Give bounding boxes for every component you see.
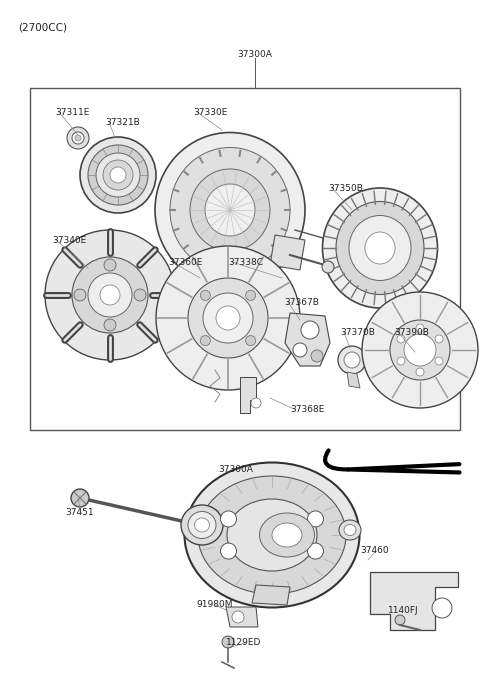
Ellipse shape: [339, 520, 361, 540]
Ellipse shape: [323, 188, 437, 308]
Circle shape: [328, 237, 338, 247]
Polygon shape: [252, 585, 290, 605]
Circle shape: [203, 293, 253, 343]
Circle shape: [432, 598, 452, 618]
Polygon shape: [226, 607, 258, 627]
Circle shape: [200, 336, 210, 345]
Ellipse shape: [194, 518, 209, 532]
Circle shape: [308, 543, 324, 559]
Circle shape: [100, 285, 120, 305]
Circle shape: [293, 343, 307, 357]
Ellipse shape: [349, 215, 411, 280]
Circle shape: [220, 511, 237, 527]
Polygon shape: [370, 572, 458, 630]
Circle shape: [435, 335, 443, 343]
Circle shape: [416, 368, 424, 376]
Bar: [30, 88, 460, 430]
Text: 37300A: 37300A: [238, 50, 273, 59]
Circle shape: [75, 135, 81, 141]
Ellipse shape: [181, 505, 223, 545]
Circle shape: [390, 320, 450, 380]
Text: 37350B: 37350B: [328, 184, 363, 193]
Circle shape: [338, 346, 366, 374]
Circle shape: [104, 259, 116, 271]
Circle shape: [362, 292, 478, 408]
Text: 37321B: 37321B: [105, 118, 140, 127]
Circle shape: [311, 350, 323, 362]
Text: 37390B: 37390B: [394, 328, 429, 337]
Ellipse shape: [344, 525, 356, 536]
Text: 37340E: 37340E: [52, 236, 86, 245]
Circle shape: [96, 153, 140, 197]
Circle shape: [45, 230, 175, 360]
Polygon shape: [285, 313, 330, 366]
Circle shape: [156, 246, 300, 390]
Text: 37300A: 37300A: [218, 465, 253, 474]
Ellipse shape: [198, 476, 346, 594]
Circle shape: [110, 167, 126, 183]
Circle shape: [397, 335, 405, 343]
Ellipse shape: [365, 232, 395, 264]
Circle shape: [88, 273, 132, 317]
Circle shape: [246, 291, 256, 300]
Text: 37311E: 37311E: [55, 108, 89, 117]
Circle shape: [251, 398, 261, 408]
Circle shape: [80, 137, 156, 213]
Circle shape: [301, 321, 319, 339]
Circle shape: [72, 132, 84, 144]
Circle shape: [188, 278, 268, 358]
Circle shape: [246, 336, 256, 345]
Ellipse shape: [260, 513, 314, 557]
Polygon shape: [347, 372, 360, 388]
Text: 37367B: 37367B: [284, 298, 319, 307]
Circle shape: [200, 291, 210, 300]
Polygon shape: [270, 235, 305, 270]
Circle shape: [322, 261, 334, 273]
Text: 1140FJ: 1140FJ: [388, 606, 419, 615]
Circle shape: [344, 352, 360, 368]
Circle shape: [395, 615, 405, 625]
Text: 37368E: 37368E: [290, 405, 324, 414]
Polygon shape: [240, 377, 256, 413]
Circle shape: [308, 511, 324, 527]
Text: 37451: 37451: [65, 508, 94, 517]
Text: (2700CC): (2700CC): [18, 22, 67, 32]
Circle shape: [74, 289, 86, 301]
Text: 37360E: 37360E: [168, 258, 203, 267]
Ellipse shape: [205, 184, 255, 236]
Circle shape: [104, 319, 116, 331]
Circle shape: [222, 636, 234, 648]
Circle shape: [220, 543, 237, 559]
Circle shape: [71, 489, 89, 507]
Circle shape: [216, 306, 240, 330]
Text: 37330E: 37330E: [193, 108, 228, 117]
Circle shape: [134, 289, 146, 301]
Circle shape: [435, 357, 443, 365]
Text: 37338C: 37338C: [228, 258, 263, 267]
Ellipse shape: [190, 169, 270, 251]
Circle shape: [103, 160, 133, 190]
Ellipse shape: [227, 499, 317, 571]
Ellipse shape: [170, 147, 290, 273]
Ellipse shape: [272, 523, 302, 547]
Circle shape: [397, 357, 405, 365]
Ellipse shape: [184, 462, 360, 608]
Ellipse shape: [188, 511, 216, 538]
Circle shape: [67, 127, 89, 149]
Circle shape: [232, 611, 244, 623]
Ellipse shape: [336, 201, 424, 295]
Ellipse shape: [155, 132, 305, 287]
Text: 37460: 37460: [360, 546, 389, 555]
Text: 37370B: 37370B: [340, 328, 375, 337]
Text: 91980M: 91980M: [196, 600, 232, 609]
Circle shape: [416, 324, 424, 332]
Circle shape: [404, 334, 436, 366]
Circle shape: [88, 145, 148, 205]
Circle shape: [72, 257, 148, 333]
Text: 1129ED: 1129ED: [226, 638, 262, 647]
